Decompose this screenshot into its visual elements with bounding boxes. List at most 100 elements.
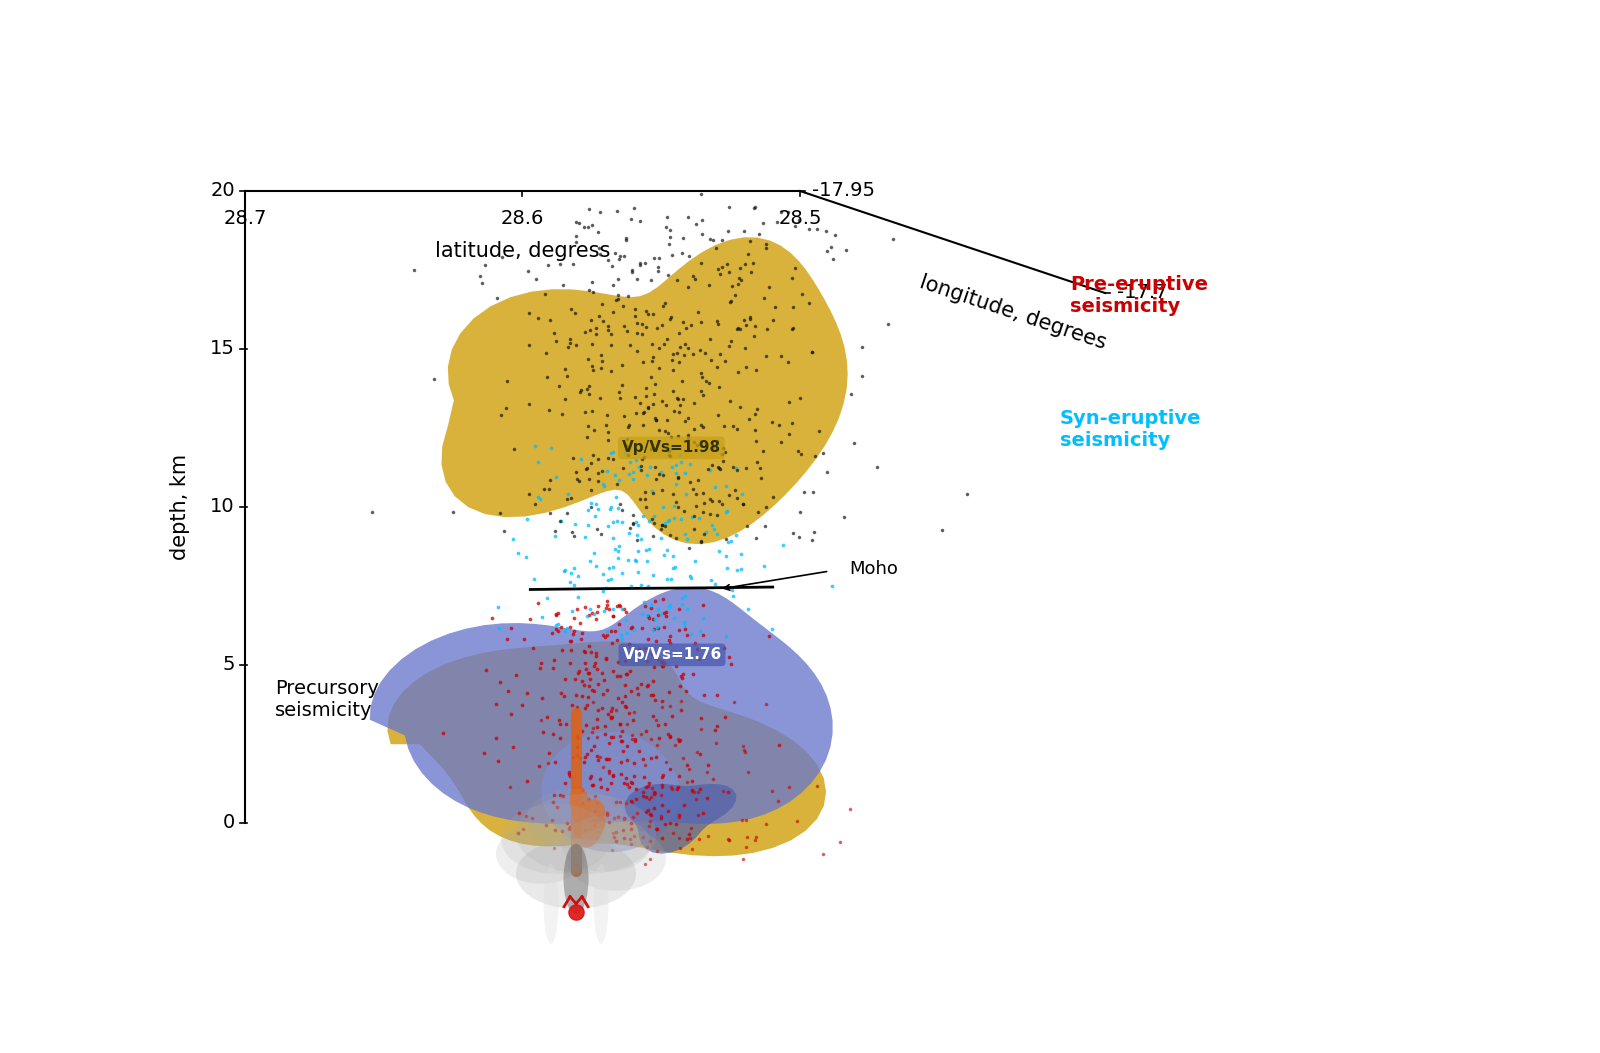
Point: [579, 499, 605, 516]
Point: [640, 484, 666, 501]
Polygon shape: [624, 783, 736, 854]
Point: [658, 221, 683, 238]
Point: [632, 598, 658, 615]
Point: [594, 627, 619, 643]
Point: [666, 469, 691, 485]
Text: longitude, degrees: longitude, degrees: [917, 272, 1109, 353]
Point: [658, 728, 683, 744]
Point: [574, 381, 600, 398]
Point: [650, 297, 675, 314]
Point: [752, 518, 778, 535]
Point: [570, 795, 595, 812]
Point: [672, 346, 698, 363]
Point: [587, 390, 613, 406]
Point: [573, 643, 598, 660]
Point: [515, 485, 541, 502]
Point: [560, 625, 586, 642]
Point: [648, 810, 674, 827]
Point: [602, 829, 627, 846]
Point: [590, 671, 616, 688]
Point: [653, 608, 678, 624]
Point: [626, 517, 651, 534]
Point: [715, 783, 741, 800]
Point: [669, 590, 694, 607]
Point: [714, 559, 739, 576]
Point: [690, 442, 715, 459]
Point: [664, 780, 690, 797]
Point: [600, 558, 626, 575]
Point: [677, 473, 702, 490]
Text: Vp/Vs=1.76: Vp/Vs=1.76: [622, 648, 722, 662]
Point: [603, 702, 629, 719]
Point: [560, 749, 586, 766]
Point: [514, 772, 539, 789]
Point: [581, 283, 606, 300]
Point: [598, 622, 624, 639]
Point: [658, 571, 683, 588]
Point: [672, 617, 698, 634]
Point: [576, 678, 602, 695]
Point: [565, 698, 590, 715]
Point: [653, 603, 678, 620]
Point: [586, 239, 611, 256]
Point: [574, 696, 600, 713]
Point: [666, 324, 691, 341]
Point: [658, 429, 683, 445]
Point: [603, 833, 629, 850]
Point: [587, 770, 613, 787]
Point: [589, 462, 614, 479]
Point: [827, 833, 853, 850]
Point: [608, 766, 634, 782]
Point: [616, 416, 642, 433]
Point: [483, 730, 509, 747]
Point: [741, 327, 766, 344]
Point: [720, 458, 746, 475]
Point: [637, 791, 662, 808]
Point: [667, 677, 693, 694]
Point: [798, 343, 824, 360]
Point: [718, 333, 744, 350]
Point: [760, 414, 786, 431]
Point: [638, 731, 664, 748]
Point: [603, 823, 629, 840]
Point: [754, 498, 779, 515]
Point: [642, 410, 667, 426]
Point: [611, 317, 637, 334]
Point: [664, 658, 690, 675]
Point: [686, 831, 712, 848]
Point: [544, 620, 570, 637]
Point: [698, 331, 723, 347]
Point: [802, 448, 827, 464]
Point: [589, 699, 614, 716]
Point: [666, 779, 691, 796]
Point: [728, 399, 754, 416]
Point: [544, 605, 570, 622]
Point: [683, 216, 709, 233]
Point: [635, 676, 661, 693]
Point: [557, 768, 582, 784]
Point: [656, 442, 682, 459]
Point: [616, 287, 642, 304]
Point: [533, 345, 558, 362]
Point: [760, 621, 786, 638]
Point: [683, 485, 709, 502]
Point: [584, 795, 610, 812]
Point: [678, 819, 704, 836]
Point: [613, 232, 638, 249]
Point: [638, 789, 664, 806]
Point: [634, 379, 659, 396]
Point: [699, 232, 725, 249]
Point: [742, 406, 768, 423]
Point: [725, 461, 750, 478]
Point: [675, 426, 701, 443]
Point: [640, 349, 666, 365]
Point: [637, 851, 662, 868]
Point: [651, 715, 677, 732]
Point: [667, 600, 693, 617]
Point: [626, 458, 651, 475]
Point: [635, 607, 661, 623]
Point: [650, 498, 675, 515]
Point: [786, 212, 811, 229]
Point: [600, 709, 626, 726]
Point: [675, 831, 701, 848]
